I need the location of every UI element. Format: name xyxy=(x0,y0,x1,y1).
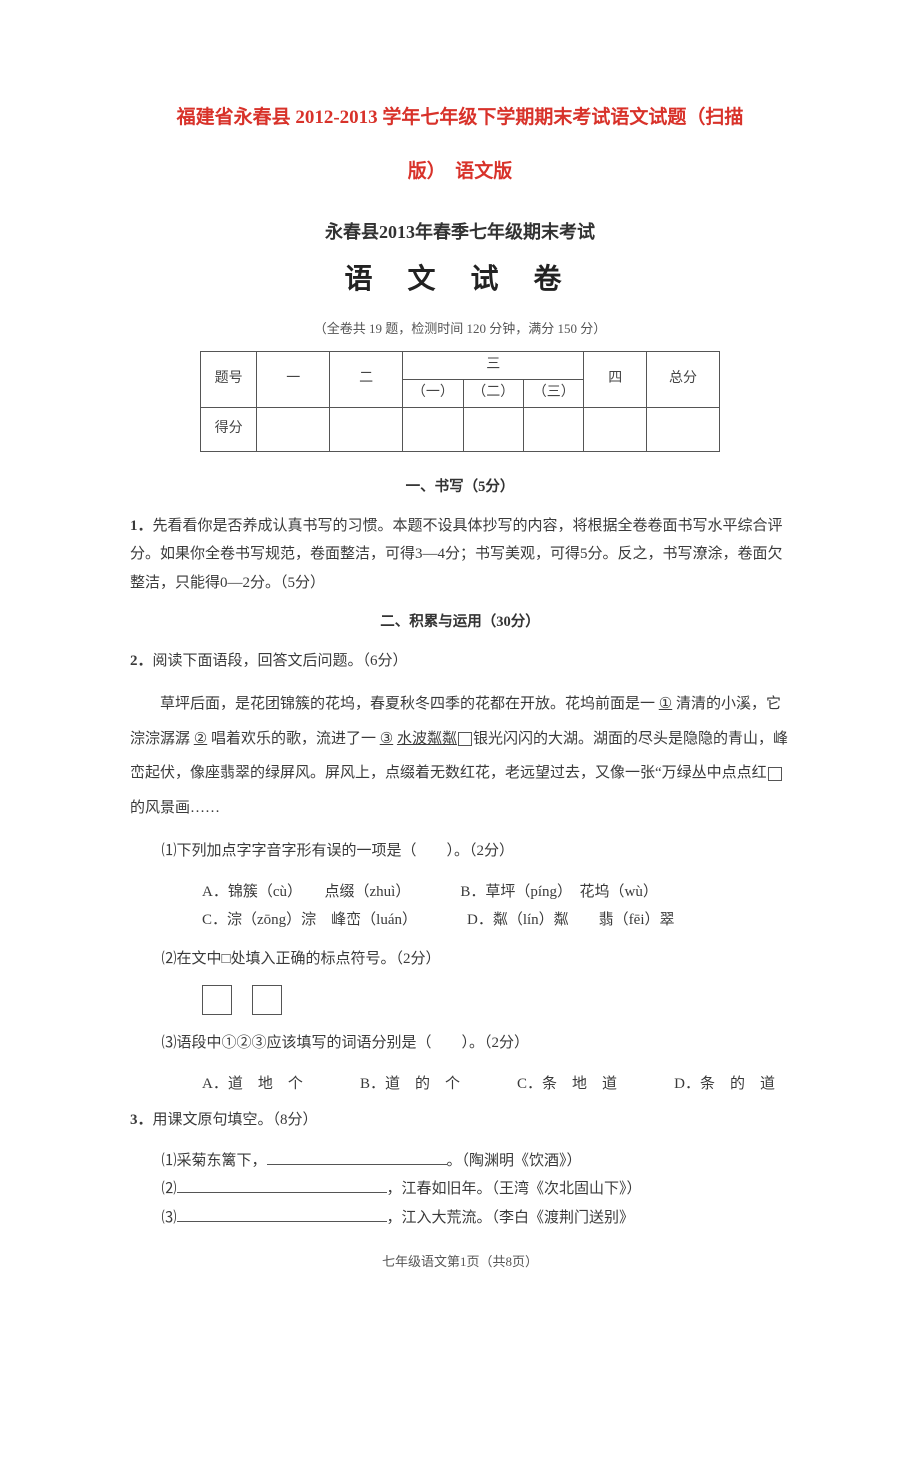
score-col-3: 三 xyxy=(403,352,584,380)
item-post: ，江入大荒流。（李白《渡荆门送别》 xyxy=(387,1210,635,1226)
answer-box xyxy=(252,985,282,1015)
question-2: 2．阅读下面语段，回答文后问题。（6分） xyxy=(130,647,790,676)
option-c: C．条 地 道 xyxy=(517,1070,617,1099)
blank-1: ① xyxy=(659,687,672,722)
score-cell xyxy=(584,408,647,452)
q1-text: 先看看你是否养成认真书写的习惯。本题不设具体抄写的内容，将根据全卷卷面书写水平综… xyxy=(130,518,783,591)
doc-title-line1: 福建省永春县 2012-2013 学年七年级下学期期末考试语文试题（扫描 xyxy=(130,100,790,136)
question-1: 1．先看看你是否养成认真书写的习惯。本题不设具体抄写的内容，将根据全卷卷面书写水… xyxy=(130,512,790,598)
exam-title-line2: 语 文 试 卷 xyxy=(130,253,790,306)
doc-title-line2: 版） 语文版 xyxy=(130,154,790,190)
blank-line xyxy=(177,1178,387,1193)
page-footer: 七年级语文第1页（共8页） xyxy=(130,1250,790,1275)
score-col-2: 二 xyxy=(330,352,403,408)
q2-sub3: ⑶语段中①②③应该填写的词语分别是（ ）。（2分） xyxy=(130,1029,790,1058)
answer-box xyxy=(202,985,232,1015)
passage-part: 草坪后面，是花团锦簇的花坞，春夏秋冬四季的花都在开放。花坞前面是一 xyxy=(130,696,655,712)
exam-meta: （全卷共 19 题，检测时间 120 分钟，满分 150 分） xyxy=(130,317,790,342)
q3-number: 3． xyxy=(130,1112,153,1128)
score-cell xyxy=(403,408,463,452)
score-col-4: 四 xyxy=(584,352,647,408)
score-cell xyxy=(646,408,719,452)
passage-part: 水波粼粼 xyxy=(397,731,457,747)
section-1-heading: 一、书写（5分） xyxy=(130,474,790,502)
score-col-total: 总分 xyxy=(646,352,719,408)
q2-number: 2． xyxy=(130,653,153,669)
item-post: 。（陶渊明《饮酒》） xyxy=(447,1153,582,1169)
score-col-header: 题号 xyxy=(201,352,257,408)
item-num: ⑴ xyxy=(162,1153,177,1169)
score-sub-3: （三） xyxy=(524,380,584,408)
option-d: D．粼（lín）粼 翡（fēi）翠 xyxy=(467,906,675,935)
q3-item-2: ⑵ ，江春如旧年。（王湾《次北固山下》） xyxy=(130,1175,790,1204)
item-num: ⑶ xyxy=(162,1210,177,1226)
blank-3: ③ xyxy=(380,722,393,757)
score-cell xyxy=(524,408,584,452)
q2-sub2: ⑵在文中□处填入正确的标点符号。（2分） xyxy=(130,945,790,974)
score-row-label: 得分 xyxy=(201,408,257,452)
q2-sub3-options: A．道 地 个 B．道 的 个 C．条 地 道 D．条 的 道 xyxy=(130,1070,790,1099)
option-a: A．道 地 个 xyxy=(202,1070,303,1099)
blank-line xyxy=(177,1207,387,1222)
option-b: B．道 的 个 xyxy=(360,1070,460,1099)
blank-line xyxy=(267,1150,447,1165)
box-marker xyxy=(768,767,782,781)
passage-part: 的风景画…… xyxy=(130,800,220,816)
q2-sub1: ⑴下列加点字字音字形有误的一项是（ ）。（2分） xyxy=(130,837,790,866)
option-a: A．锦簇（cù） 点缀（zhuì） xyxy=(202,878,410,907)
score-cell xyxy=(330,408,403,452)
score-col-1: 一 xyxy=(257,352,330,408)
q3-item-1: ⑴采菊东篱下， 。（陶渊明《饮酒》） xyxy=(130,1147,790,1176)
score-cell xyxy=(257,408,330,452)
item-post: ，江春如旧年。（王湾《次北固山下》） xyxy=(387,1181,642,1197)
box-marker xyxy=(458,732,472,746)
item-pre: 采菊东篱下， xyxy=(177,1153,267,1169)
option-d: D．条 的 道 xyxy=(674,1070,775,1099)
q3-item-3: ⑶ ，江入大荒流。（李白《渡荆门送别》 xyxy=(130,1204,790,1233)
section-2-heading: 二、积累与运用（30分） xyxy=(130,609,790,637)
score-table: 题号 一 二 三 四 总分 （一） （二） （三） 得分 xyxy=(200,351,720,452)
q3-intro: 用课文原句填空。（8分） xyxy=(153,1112,318,1128)
question-3: 3．用课文原句填空。（8分） xyxy=(130,1106,790,1135)
q2-sub1-options-row1: A．锦簇（cù） 点缀（zhuì） B．草坪（píng） 花坞（wù） xyxy=(130,878,790,907)
option-b: B．草坪（píng） 花坞（wù） xyxy=(460,878,658,907)
passage-part: 唱着欢乐的歌，流进了一 xyxy=(211,731,376,747)
item-num: ⑵ xyxy=(162,1181,177,1197)
option-c: C．淙（zōng）淙 峰峦（luán） xyxy=(202,906,417,935)
q2-sub1-options-row2: C．淙（zōng）淙 峰峦（luán） D．粼（lín）粼 翡（fēi）翠 xyxy=(130,906,790,935)
score-cell xyxy=(463,408,523,452)
exam-title-line1: 永春县2013年春季七年级期末考试 xyxy=(130,215,790,249)
blank-2: ② xyxy=(194,722,207,757)
q2-sub2-boxes xyxy=(130,985,790,1015)
score-sub-2: （二） xyxy=(463,380,523,408)
q2-passage: 草坪后面，是花团锦簇的花坞，春夏秋冬四季的花都在开放。花坞前面是一 ① 清清的小… xyxy=(130,687,790,825)
score-sub-1: （一） xyxy=(403,380,463,408)
q1-number: 1． xyxy=(130,518,153,534)
q2-intro: 阅读下面语段，回答文后问题。（6分） xyxy=(153,653,408,669)
